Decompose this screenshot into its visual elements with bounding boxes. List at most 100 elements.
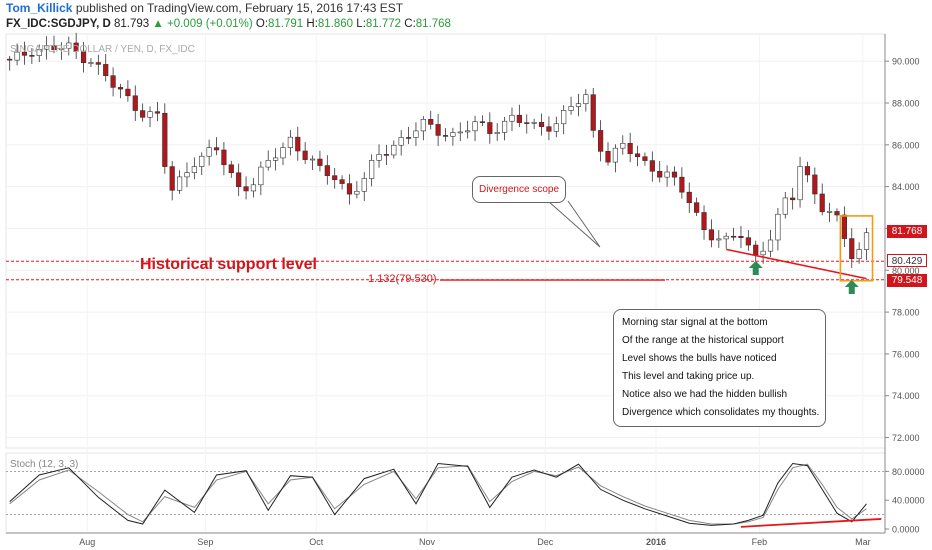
candle-body — [199, 155, 205, 167]
candle-body — [538, 122, 545, 127]
candle-body — [391, 144, 397, 156]
candle-body — [849, 238, 855, 259]
morning-star-callout[interactable]: Morning star signal at the bottom Of the… — [613, 309, 826, 427]
callout-line: Level shows the bulls have noticed — [622, 353, 777, 364]
last-price-tag: 81.768 — [887, 225, 927, 238]
candle-body — [694, 202, 700, 213]
stoch-panel-frame — [5, 452, 886, 534]
candle-body — [88, 62, 94, 64]
candle-body — [420, 119, 426, 132]
candle-body — [413, 130, 419, 138]
author-link[interactable]: Tom_Killick — [6, 1, 73, 15]
candle-body — [782, 197, 788, 215]
fib-extension-label: 1.132(79.530) — [368, 273, 437, 285]
candle-body — [228, 164, 234, 174]
stoch-divergence-line — [740, 518, 882, 528]
candle-body — [598, 130, 604, 152]
candle-body — [730, 235, 737, 238]
candle-body — [649, 160, 655, 172]
candle-body — [295, 136, 301, 152]
candle-body — [745, 237, 751, 246]
support-price-tag: 80.429 — [887, 254, 927, 267]
y-tick-label: 84.000 — [892, 182, 920, 192]
candle-body — [590, 94, 596, 131]
candle-body — [819, 193, 825, 213]
candle-body — [339, 179, 345, 184]
candle-body — [287, 136, 293, 148]
callout-pointer — [547, 200, 601, 248]
candle-body — [561, 110, 567, 125]
candle-body — [383, 154, 389, 156]
stoch-tick-label: 40.0000 — [892, 496, 925, 506]
candle-body — [29, 55, 35, 57]
candle-body — [671, 171, 678, 178]
candle-body — [435, 124, 441, 136]
candle-body — [553, 123, 559, 132]
candle-body — [7, 58, 13, 61]
candle-body — [236, 172, 242, 188]
candle-body — [575, 103, 582, 107]
candle-body — [546, 126, 552, 132]
support2-price-tag: 79.548 — [887, 274, 927, 287]
candle-body — [265, 160, 271, 168]
candle-body — [642, 156, 648, 161]
candle-body — [51, 45, 57, 51]
candle-body — [140, 110, 146, 118]
annotation-overlay — [6, 200, 885, 294]
stochastic-label: Stoch (12, 3, 3) — [10, 459, 79, 470]
candle-body — [176, 176, 183, 191]
callout-line: Divergence which consolidates my thought… — [622, 407, 820, 418]
chart-grid — [5, 33, 886, 534]
stochastic-panel — [6, 462, 885, 528]
callout-line: Notice also we had the hidden bullish — [622, 389, 788, 400]
candle-body — [21, 51, 28, 56]
candle-body — [243, 186, 249, 192]
candle-body — [627, 143, 633, 155]
candle-body — [605, 151, 611, 163]
candle-body — [376, 154, 382, 161]
stoch-tick-label: 0.0000 — [892, 525, 920, 535]
y-tick-label: 88.000 — [892, 99, 920, 109]
historical-support-label: Historical support level — [140, 256, 317, 273]
y-tick-label: 74.000 — [892, 391, 920, 401]
candle-body — [686, 191, 692, 203]
y-tick-label: 76.000 — [892, 349, 920, 359]
candle-body — [213, 147, 220, 151]
callout-line: Morning star signal at the bottom — [622, 317, 768, 328]
candle-body — [428, 119, 434, 125]
candle-body — [457, 131, 463, 134]
candle-body — [80, 50, 87, 63]
candle-body — [169, 166, 175, 191]
candle-body — [767, 239, 774, 252]
x-tick-label: Aug — [79, 537, 95, 547]
divergence-callout[interactable]: Divergence scope — [472, 176, 566, 203]
candle-body — [465, 130, 471, 133]
candle-body — [110, 75, 116, 88]
candle-body — [309, 158, 316, 161]
open-value: 81.791 — [268, 18, 304, 30]
candle-body — [324, 165, 330, 176]
x-tick-label: Nov — [419, 537, 436, 547]
candle-body — [834, 211, 840, 216]
candle-body — [14, 51, 20, 61]
up-arrow-icon — [844, 280, 859, 294]
candle-body — [620, 143, 626, 149]
x-tick-label: 2016 — [646, 537, 666, 547]
candle-body — [797, 166, 803, 201]
close-value: 81.768 — [415, 18, 451, 30]
ohlc-line: FX_IDC:SGDJPY, D 81.793 ▲ +0.009 (+0.01%… — [6, 18, 451, 30]
up-arrow-icon — [748, 261, 763, 275]
candle-body — [405, 137, 412, 139]
y-tick-label: 90.000 — [892, 57, 920, 67]
candle-body — [132, 95, 138, 111]
candles — [7, 32, 870, 269]
candle-body — [36, 48, 42, 56]
candle-body — [856, 249, 862, 259]
candle-body — [509, 114, 515, 122]
y-tick-label: 72.000 — [892, 433, 920, 443]
candle-body — [524, 122, 530, 124]
candle-body — [117, 87, 124, 90]
y-tick-label: 80.000 — [892, 266, 920, 276]
high-value: 81.860 — [317, 18, 354, 30]
